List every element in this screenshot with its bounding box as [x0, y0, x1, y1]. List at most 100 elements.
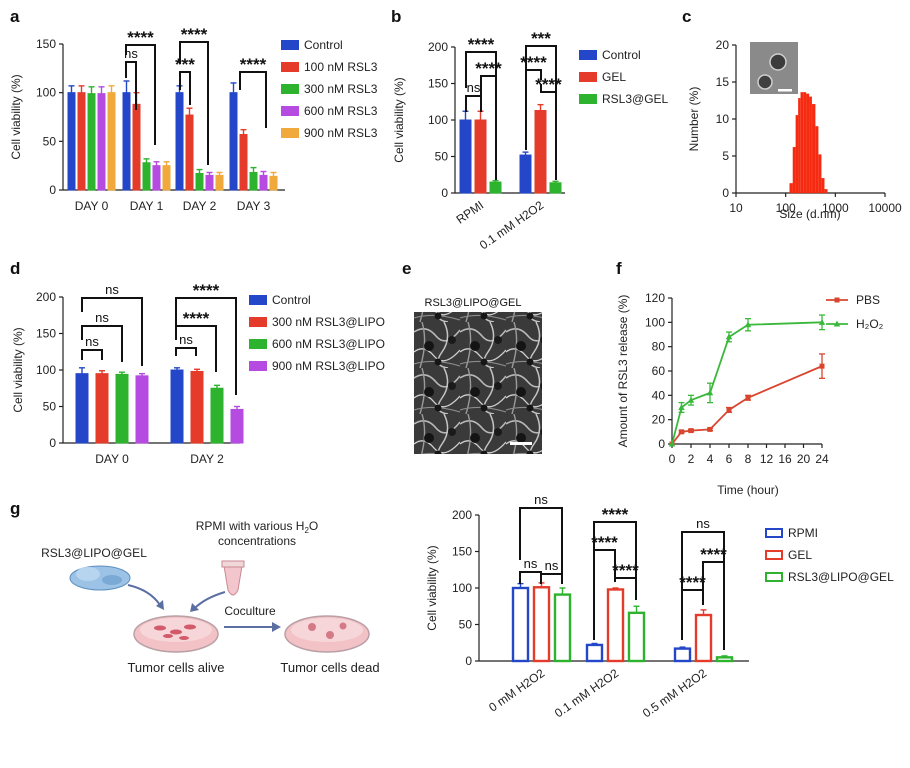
dish-alive-icon: [133, 615, 219, 653]
y-tick-label: 0: [49, 183, 56, 197]
y-tick-label: 200: [36, 290, 56, 304]
legend-marker: [833, 320, 841, 327]
legend-swatch: [249, 339, 267, 349]
schematic-gel-label: RSL3@LIPO@GEL: [41, 546, 147, 560]
y-tick-label: 100: [428, 113, 448, 127]
bar: [122, 92, 131, 191]
significance-bracket: [81, 297, 143, 366]
bar: [489, 181, 502, 194]
legend-swatch: [281, 62, 299, 72]
bar: [175, 92, 184, 191]
legend-swatch: [249, 361, 267, 371]
histogram-bar: [795, 115, 799, 194]
dish-dead-icon: [284, 615, 370, 653]
x-tick-label: 0.5 mM H2O2: [640, 666, 709, 720]
histogram-bar: [803, 92, 807, 194]
y-tick-label: 100: [36, 86, 56, 100]
legend-label: RSL3@LIPO@GEL: [788, 570, 894, 584]
x-tick-label: 4: [707, 452, 714, 466]
bar: [195, 172, 204, 191]
significance-label: ****: [468, 35, 495, 54]
data-point: [678, 404, 685, 410]
significance-bracket: [480, 75, 497, 180]
significance-label: ****: [193, 281, 220, 300]
data-point: [688, 428, 694, 434]
significance-label: ns: [95, 310, 109, 325]
series-line: [671, 321, 823, 445]
x-tick-label: DAY 2: [183, 199, 217, 213]
x-tick-label: 0 mM H2O2: [486, 666, 547, 715]
data-point: [725, 333, 733, 340]
bar: [215, 174, 224, 191]
bar: [210, 387, 224, 444]
x-tick-label: 8: [745, 452, 752, 466]
legend-swatch: [579, 50, 597, 60]
significance-label: ns: [85, 334, 99, 349]
bar: [77, 92, 86, 191]
significance-label: ****: [183, 309, 210, 328]
bar: [97, 93, 106, 191]
significance-bracket: [81, 325, 123, 362]
significance-bracket: [175, 325, 217, 372]
bar: [205, 174, 214, 191]
x-tick-label: 2: [688, 452, 695, 466]
chart-c: 0 5 10 15 20 Number (%) 10 100 1000 10000 Size (d.…: [687, 38, 902, 221]
significance-bracket: [702, 561, 725, 650]
significance-label: ****: [679, 573, 706, 592]
legend-swatch: [765, 528, 783, 538]
data-point: [668, 440, 676, 447]
data-point: [745, 395, 751, 401]
significance-label: ****: [240, 55, 267, 74]
arrowhead-tube-icon: [190, 603, 199, 612]
legend-label: RSL3@GEL: [602, 92, 669, 106]
bar: [534, 110, 547, 194]
y-tick-label: 0: [658, 437, 665, 451]
y-axis-label: Cell viability (%): [9, 74, 23, 159]
bar: [715, 656, 734, 663]
histogram-bar: [809, 96, 812, 194]
significance-label: ****: [535, 75, 562, 94]
significance-label: ns: [105, 282, 119, 297]
bar: [532, 586, 551, 663]
y-tick-label: 40: [652, 388, 666, 402]
bar: [152, 165, 161, 191]
data-point: [819, 363, 825, 369]
bar: [259, 174, 268, 191]
bar: [185, 114, 194, 191]
histogram-bar: [792, 146, 796, 194]
x-tick-label: DAY 3: [237, 199, 271, 213]
y-tick-label: 60: [652, 364, 666, 378]
bar: [229, 92, 238, 191]
y-tick-label: 120: [645, 291, 665, 305]
legend-swatch: [249, 317, 267, 327]
scale-bar: [510, 442, 532, 445]
bar: [673, 647, 692, 663]
x-tick-label: 1000: [822, 201, 849, 215]
y-tick-label: 150: [36, 37, 56, 51]
significance-label: ****: [612, 561, 639, 580]
bar: [75, 373, 89, 444]
significance-bracket: [540, 84, 557, 180]
y-tick-label: 15: [716, 75, 730, 89]
significance-bracket: [239, 71, 267, 128]
bar: [95, 373, 109, 444]
gel-blob-icon: [69, 565, 131, 591]
legend-label: 900 nM RSL3@LIPO: [272, 359, 385, 373]
data-point: [818, 318, 826, 325]
bar: [474, 119, 487, 194]
bar: [239, 134, 248, 191]
y-tick-label: 20: [652, 413, 666, 427]
significance-bracket: [519, 507, 563, 584]
significance-bracket: [125, 44, 156, 145]
legend-swatch: [281, 106, 299, 116]
histogram-bar: [824, 189, 828, 194]
bar: [132, 103, 141, 191]
alive-label: Tumor cells alive: [127, 660, 224, 675]
panel-letter-b: b: [391, 7, 401, 26]
significance-bracket: [81, 349, 103, 360]
significance-bracket: [179, 41, 209, 165]
y-tick-label: 0: [441, 186, 448, 200]
x-tick-label: 6: [726, 452, 733, 466]
legend-label: 600 nM RSL3@LIPO: [272, 337, 385, 351]
